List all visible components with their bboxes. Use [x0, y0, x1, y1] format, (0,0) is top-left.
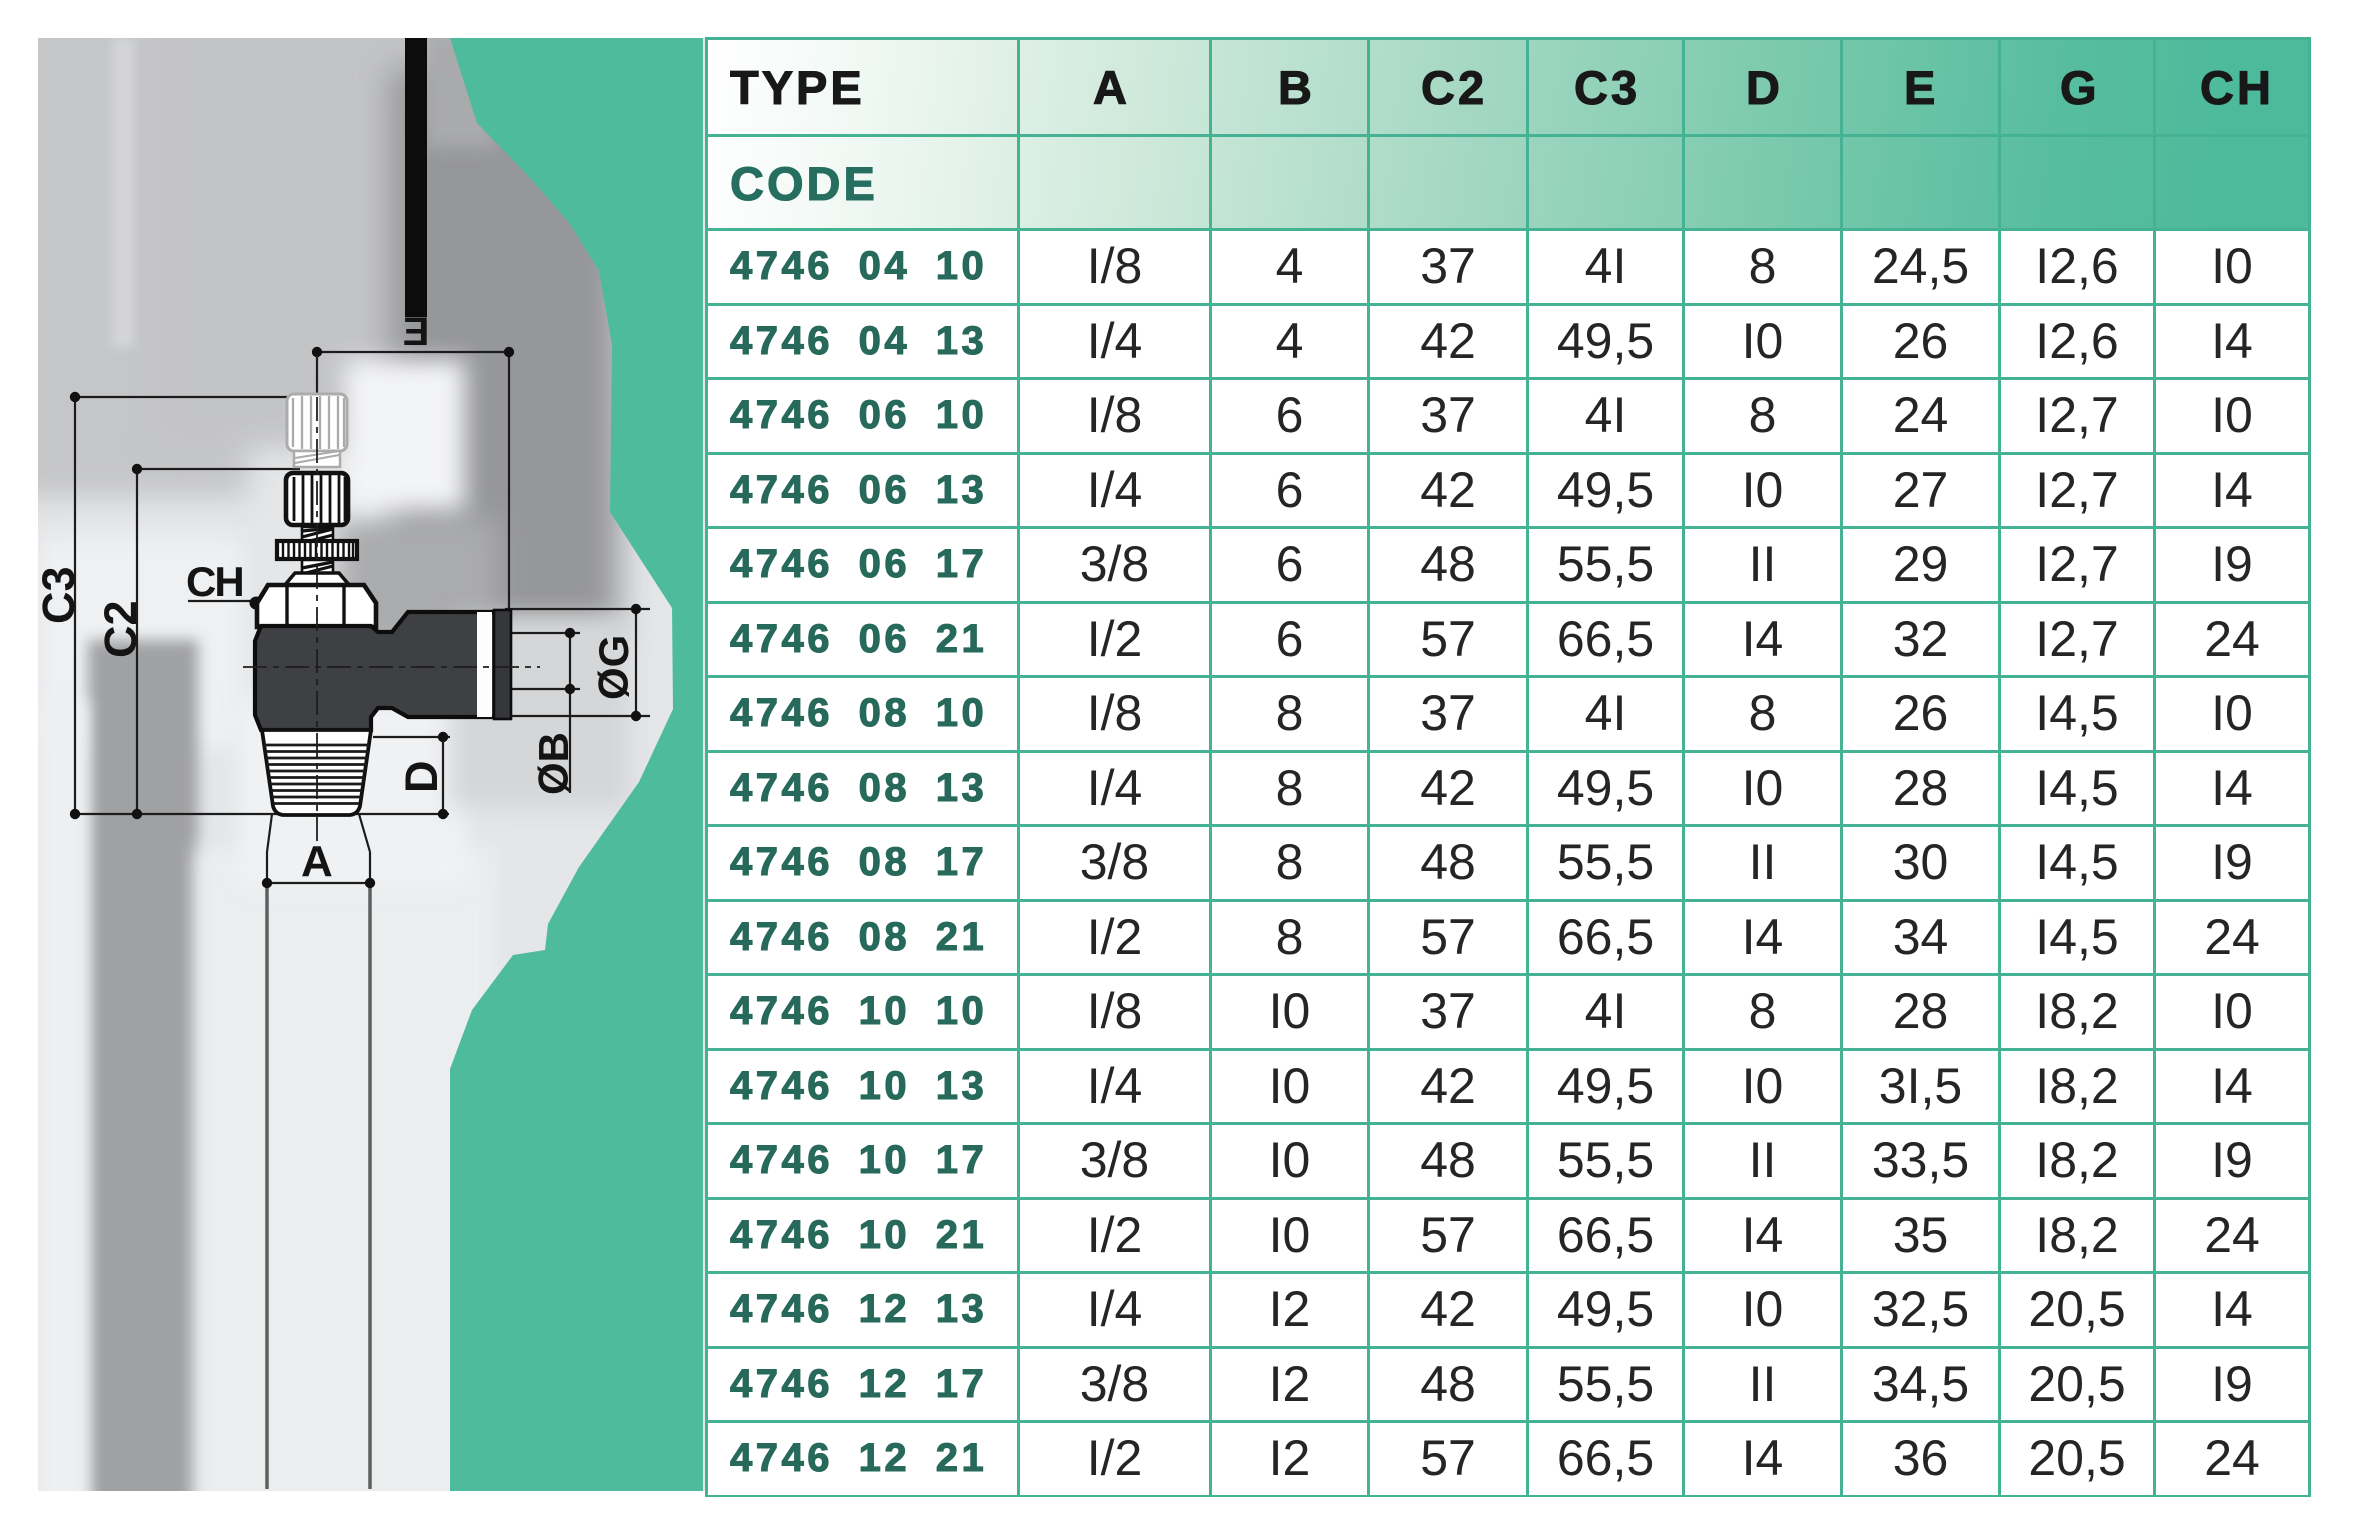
svg-text:C2: C2 — [95, 600, 146, 658]
svg-text:C3: C3 — [33, 566, 84, 624]
svg-text:ØB: ØB — [530, 732, 577, 795]
svg-text:CH: CH — [186, 558, 243, 605]
svg-text:D: D — [396, 761, 447, 794]
svg-text:E: E — [403, 310, 430, 354]
svg-text:ØG: ØG — [590, 635, 637, 700]
svg-text:A: A — [301, 837, 333, 886]
